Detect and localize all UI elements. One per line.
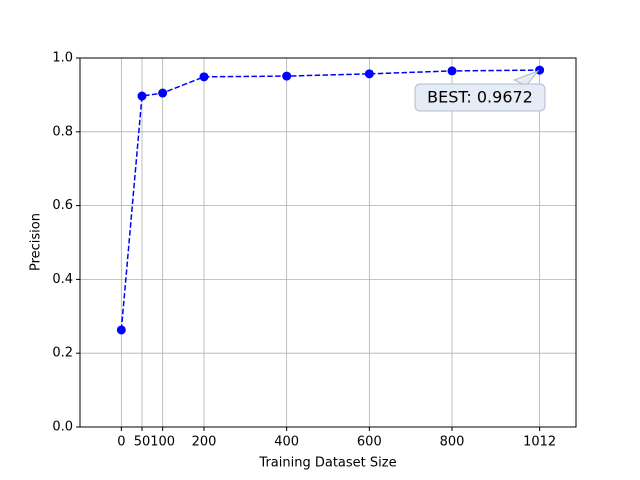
y-tick-label: 0.4 (52, 272, 73, 287)
y-tick-label: 0.6 (52, 198, 73, 213)
x-tick-label: 600 (357, 435, 382, 450)
data-point (447, 66, 457, 76)
y-tick-label: 0.2 (52, 346, 73, 361)
x-tick-label: 400 (274, 435, 299, 450)
x-tick-label: 50 (134, 435, 151, 450)
y-tick-label: 1.0 (52, 51, 73, 66)
data-point (364, 69, 374, 79)
data-point (158, 88, 168, 98)
annotation-text: BEST: 0.9672 (427, 88, 533, 107)
axes-frame (79, 57, 577, 428)
y-axis-label: Precision (29, 213, 44, 271)
x-tick-label: 0 (117, 435, 125, 450)
annotation-arrow (512, 69, 540, 87)
data-point (137, 91, 147, 101)
data-point (199, 72, 209, 82)
x-axis-label: Training Dataset Size (258, 456, 396, 471)
x-tick-label: 100 (150, 435, 175, 450)
annotation-box (414, 83, 546, 112)
data-point (282, 71, 292, 81)
x-tick-label: 800 (440, 435, 465, 450)
y-tick-label: 0.0 (52, 420, 73, 435)
x-tick-label: 1012 (523, 435, 556, 450)
annotation: BEST: 0.9672 (414, 69, 546, 112)
data-point (116, 325, 126, 335)
x-tick-label: 200 (192, 435, 217, 450)
y-tick-label: 0.8 (52, 124, 73, 139)
